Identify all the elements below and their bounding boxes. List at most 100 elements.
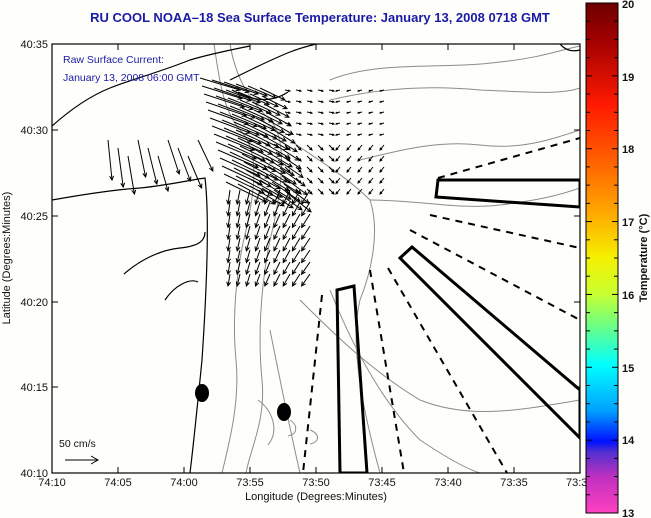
current-vector (335, 188, 341, 195)
current-vector (249, 93, 280, 108)
current-vector (335, 177, 341, 184)
y-ticks (52, 129, 580, 388)
current-vector (226, 201, 231, 217)
current-vector (379, 144, 385, 151)
x-tick-label: 74:10 (38, 477, 66, 489)
current-vector (356, 100, 363, 103)
colorbar-tick-label: 20 (622, 0, 634, 11)
current-vector (259, 87, 287, 101)
current-vector (249, 185, 285, 207)
current-vector (317, 188, 324, 195)
current-vector (245, 213, 251, 229)
current-vector (284, 155, 291, 162)
current-vector (284, 89, 292, 93)
current-vector (284, 166, 291, 173)
current-vector (257, 125, 287, 142)
current-vector (368, 188, 374, 195)
current-vector (187, 155, 203, 190)
current-vector (379, 188, 385, 195)
current-vector (300, 225, 311, 241)
current-vector (378, 89, 385, 92)
current-vector (282, 237, 291, 252)
current-vector (107, 139, 115, 182)
x-tick-label: 74:05 (104, 477, 132, 489)
current-vector (263, 103, 290, 118)
current-vector (245, 249, 251, 264)
current-vector (317, 177, 324, 184)
current-vector (291, 273, 301, 287)
current-vector (317, 122, 325, 126)
current-vector (300, 273, 311, 287)
station-marker (277, 403, 291, 421)
current-vector (254, 273, 261, 287)
current-vector (295, 111, 303, 115)
current-vector (368, 155, 374, 162)
current-vector (357, 144, 363, 151)
current-vector (261, 95, 288, 110)
current-vector (317, 166, 324, 173)
current-vector (273, 225, 281, 241)
current-vector (345, 89, 352, 92)
current-vector (254, 213, 261, 229)
current-vector (346, 155, 352, 162)
current-vector (235, 261, 241, 276)
current-vector (306, 155, 313, 162)
current-vector (368, 177, 374, 184)
current-vector (328, 122, 336, 126)
current-vector (263, 189, 271, 206)
current-vector (317, 89, 325, 93)
current-vector (291, 249, 301, 264)
current-vector (306, 100, 314, 104)
current-vector (306, 133, 314, 137)
y-tick-label: 40:15 (20, 382, 48, 394)
current-vector (295, 155, 302, 162)
current-vector (367, 100, 374, 103)
current-vector (263, 237, 271, 252)
current-vector (284, 133, 292, 137)
current-vector (356, 111, 363, 114)
current-vector (368, 144, 374, 151)
current-vector (317, 133, 325, 137)
current-vector (226, 189, 231, 206)
current-vector (251, 101, 282, 116)
current-vector (328, 111, 336, 115)
colorbar-tick-label: 16 (622, 290, 634, 302)
current-vector (273, 249, 281, 264)
current-vector (291, 213, 301, 229)
colorbar-tick-label: 17 (622, 217, 634, 229)
current-vector (271, 135, 298, 153)
x-ticks (117, 44, 515, 473)
current-vector (306, 111, 314, 115)
station-marker (195, 384, 209, 402)
current-annotation-time: January 13, 2008 06:00 GMT (63, 72, 200, 84)
colorbar-tick-label: 13 (622, 508, 634, 518)
current-vector (273, 213, 281, 229)
current-vector (295, 100, 303, 104)
current-vector (328, 177, 335, 184)
current-vector (357, 188, 363, 195)
current-vector (263, 201, 271, 217)
current-vector (284, 188, 291, 195)
current-vector (226, 249, 232, 264)
current-vector (300, 249, 311, 264)
current-vector (346, 144, 352, 151)
colorbar-tick-label: 14 (622, 435, 635, 447)
scale-arrow-icon (65, 455, 100, 465)
current-vector (317, 155, 324, 162)
x-tick-label: 73:35 (500, 477, 528, 489)
current-vector (254, 189, 261, 206)
current-vector (284, 111, 292, 115)
current-vector (378, 122, 385, 125)
current-vector (335, 155, 341, 162)
current-vector (345, 111, 352, 114)
colorbar-tick-label: 19 (622, 72, 634, 84)
x-tick-label: 73:55 (236, 477, 264, 489)
current-vector (317, 111, 325, 115)
current-vector (235, 237, 241, 252)
current-vector (254, 249, 261, 264)
current-vector (226, 213, 231, 229)
colorbar-label: Temperature (°C) (638, 213, 650, 302)
current-vector (255, 163, 288, 183)
x-tick-label: 74:00 (170, 477, 198, 489)
current-vector (301, 189, 311, 205)
